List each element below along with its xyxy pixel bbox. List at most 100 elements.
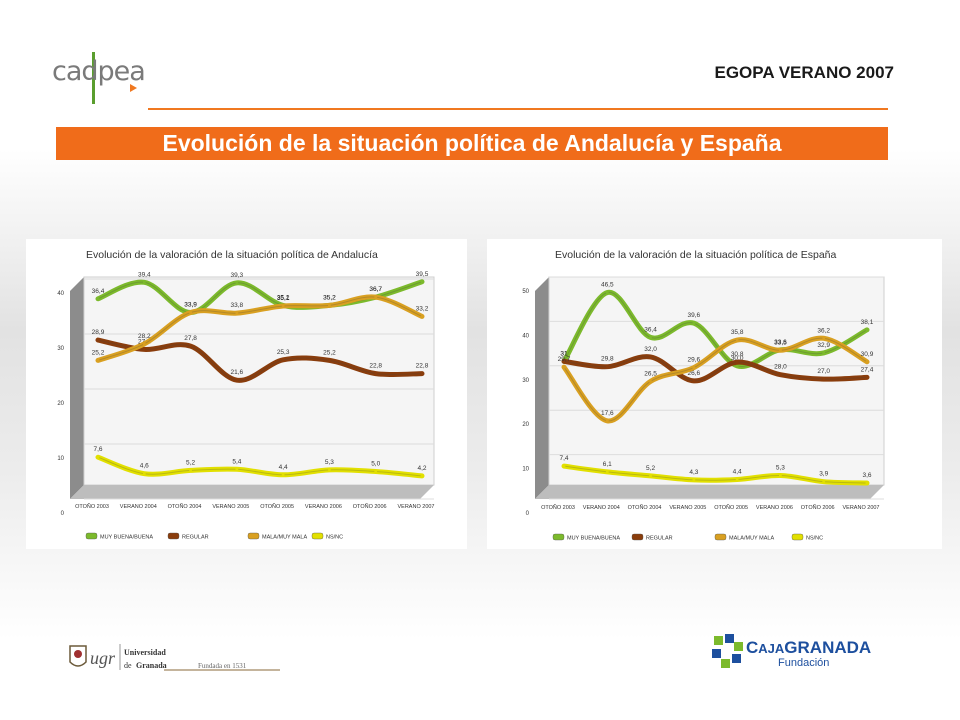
data-label: 31 (560, 350, 568, 357)
series-line-shade (97, 296, 423, 361)
data-point (822, 480, 826, 484)
data-label: 32,9 (817, 342, 830, 349)
x-tick-label: OTOÑO 2006 (801, 504, 835, 511)
data-label: 5,2 (186, 459, 195, 466)
data-label: 28,9 (92, 329, 105, 336)
data-point (374, 372, 378, 375)
data-label: 39,5 (416, 271, 429, 278)
chart-andalucia: Evolución de la valoración de la situaci… (57, 249, 435, 541)
data-point (328, 468, 331, 472)
data-label: 33,6 (774, 339, 787, 346)
data-point (649, 335, 652, 339)
data-label: 5,4 (232, 458, 241, 465)
data-point (96, 297, 100, 301)
data-label: 46,5 (601, 282, 614, 289)
data-point (189, 469, 192, 472)
data-label: 36,7 (369, 286, 382, 293)
ugr-name-2-prefix: de (124, 661, 132, 670)
data-label: 29,6 (688, 357, 701, 364)
series-line-shade (563, 465, 868, 484)
data-point (420, 474, 424, 478)
data-label: 39,4 (138, 271, 151, 278)
legend-label: NS/NC (806, 536, 823, 542)
legend-swatch (247, 532, 260, 540)
legend-label: MUY BUENA/BUENA (567, 536, 620, 542)
data-point (235, 311, 239, 315)
x-tick-label: OTOÑO 2003 (75, 503, 109, 510)
chart-panel-espana: Evolución de la valoración de la situaci… (487, 239, 942, 549)
data-label: 5,0 (371, 461, 380, 468)
data-label: 36,4 (644, 326, 657, 333)
cajagranada-fundacion: Fundación (778, 657, 830, 669)
data-point (865, 481, 869, 485)
data-point (142, 280, 146, 284)
legend-swatch (631, 533, 644, 541)
data-label: 4,3 (689, 469, 698, 476)
data-label: 3,6 (862, 472, 871, 479)
data-point (281, 358, 285, 362)
data-label: 29,8 (601, 356, 614, 363)
chart-title: Evolución de la valoración de la situaci… (86, 249, 378, 261)
data-label: 26,6 (688, 370, 701, 377)
crest-icon (74, 650, 82, 658)
data-point (562, 359, 566, 363)
caja-name-granada: GRANADA (784, 638, 872, 657)
legend-label: NS/NC (326, 535, 343, 541)
logo-arrow-icon (130, 84, 137, 92)
data-point (142, 348, 146, 351)
data-point (735, 364, 739, 368)
data-point (692, 478, 696, 482)
data-label: 22,8 (416, 363, 429, 370)
series-line (95, 337, 425, 383)
data-point (328, 359, 331, 362)
data-point (649, 379, 652, 383)
data-point (189, 344, 192, 348)
data-point (281, 304, 285, 308)
data-label: 4,4 (279, 464, 288, 471)
data-point (96, 455, 100, 459)
ugr-name-1: Universidad (124, 648, 166, 657)
legend-label: REGULAR (182, 535, 209, 541)
x-tick-label: VERANO 2006 (756, 505, 793, 511)
data-point (865, 375, 869, 379)
data-point (822, 351, 826, 355)
x-tick-label: OTOÑO 2006 (353, 503, 387, 510)
data-label: 38,1 (861, 319, 874, 326)
series-line (561, 354, 870, 384)
series-line-shade (563, 356, 868, 382)
x-tick-label: VERANO 2004 (120, 504, 157, 510)
ugr-logo: ugr Universidad de Granada Fundada en 15… (64, 640, 280, 674)
legend-label: MALA/MUY MALA (262, 535, 307, 541)
y-tick-label: 0 (61, 511, 65, 517)
data-label: 25,3 (277, 349, 290, 356)
data-point (649, 474, 652, 478)
data-label: 21,6 (231, 369, 244, 376)
chart-floor (535, 485, 884, 499)
data-point (420, 315, 424, 318)
series-line-shade (97, 339, 423, 381)
data-label: 35,2 (323, 294, 336, 301)
cajagranada-emblem-icon (712, 634, 743, 668)
data-point (605, 291, 609, 294)
data-point (374, 470, 378, 473)
data-label: 5,3 (776, 464, 785, 471)
chart-floor (70, 485, 434, 499)
data-label: 36,2 (817, 327, 830, 334)
data-point (420, 372, 424, 375)
x-tick-label: VERANO 2005 (212, 504, 249, 510)
y-tick-label: 40 (57, 291, 64, 297)
x-tick-label: VERANO 2004 (583, 505, 620, 511)
data-point (605, 365, 609, 369)
data-label: 33,9 (184, 302, 197, 309)
series-line (561, 463, 870, 486)
x-tick-label: OTOÑO 2005 (714, 504, 748, 511)
data-label: 29,7 (558, 356, 571, 363)
legend-label: MALA/MUY MALA (729, 536, 774, 542)
cajagranada-name: CAJAGRANADA (746, 638, 871, 658)
data-label: 33,8 (231, 302, 244, 309)
data-label: 27,0 (817, 368, 830, 375)
data-label: 28,0 (774, 364, 787, 371)
data-point (735, 360, 739, 364)
data-label: 26,5 (644, 370, 657, 377)
cadpea-logo: cadpea (48, 48, 146, 108)
